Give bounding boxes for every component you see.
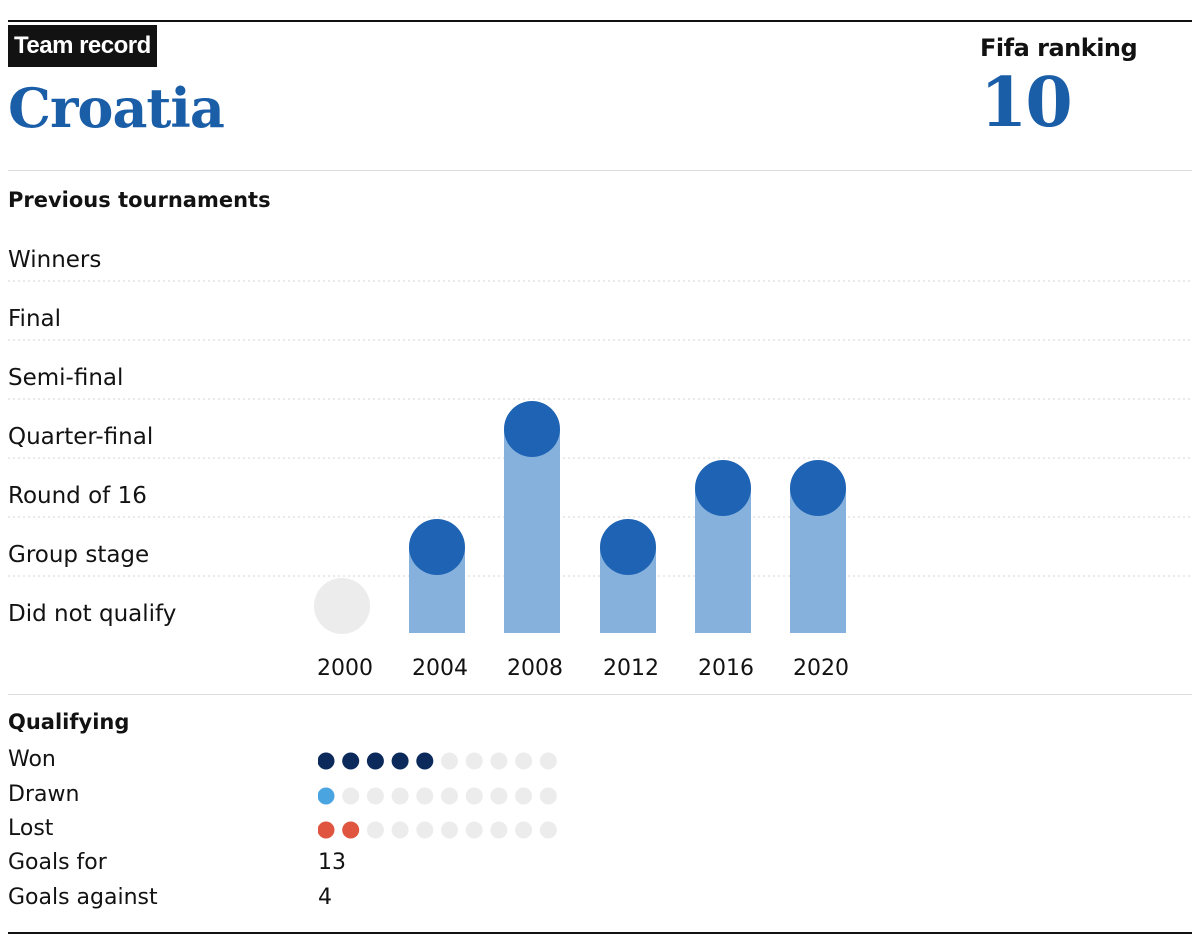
empty-dot	[366, 821, 384, 839]
qualifying-drawn-dots	[317, 787, 568, 805]
marker-2020	[790, 460, 846, 516]
section-badge: Team record	[8, 25, 157, 67]
fifa-ranking-value: 10	[980, 63, 1073, 143]
fifa-ranking-label: Fifa ranking	[980, 34, 1138, 62]
stage-label-quarter-final: Quarter-final	[8, 424, 154, 450]
empty-dot	[465, 787, 483, 805]
empty-dot	[539, 752, 557, 770]
x-tick-label-2000: 2000	[317, 656, 373, 681]
marker-2016	[695, 460, 751, 516]
x-tick-label-2004: 2004	[412, 656, 468, 681]
qualifying-lost-label: Lost	[8, 816, 54, 841]
goals-against-label: Goals against	[8, 885, 158, 910]
empty-dot	[465, 821, 483, 839]
filled-dot	[317, 787, 335, 805]
empty-dot	[490, 752, 508, 770]
empty-dot	[490, 821, 508, 839]
qualifying-drawn-label: Drawn	[8, 782, 80, 807]
filled-dot	[391, 752, 409, 770]
filled-dot	[317, 821, 335, 839]
x-tick-label-2020: 2020	[793, 656, 849, 681]
goals-against-value: 4	[318, 885, 332, 910]
dot-row-svg	[317, 821, 557, 839]
empty-dot	[539, 787, 557, 805]
x-tick-label-2008: 2008	[507, 656, 563, 681]
marker-2008	[504, 401, 560, 457]
goals-for-value: 13	[318, 850, 346, 875]
stage-label-semi-final: Semi-final	[8, 365, 124, 391]
empty-dot	[539, 821, 557, 839]
empty-dot	[391, 821, 409, 839]
marker-2012	[600, 519, 656, 575]
empty-dot	[441, 821, 458, 839]
filled-dot	[366, 752, 384, 770]
marker-2004	[409, 519, 465, 575]
filled-dot	[342, 752, 360, 770]
stage-label-round-of-16: Round of 16	[8, 483, 147, 509]
qualifying-won-dots	[317, 752, 568, 770]
x-tick-label-2016: 2016	[698, 656, 754, 681]
tournaments-title: Previous tournaments	[8, 188, 271, 212]
chart-divider	[8, 694, 1192, 695]
empty-dot	[515, 821, 533, 839]
empty-dot	[342, 787, 360, 805]
marker-2000	[314, 578, 370, 634]
empty-dot	[441, 752, 458, 770]
qualifying-won-label: Won	[8, 747, 56, 772]
bottom-rule	[8, 932, 1192, 934]
empty-dot	[515, 752, 533, 770]
empty-dot	[465, 752, 483, 770]
x-tick-label-2012: 2012	[603, 656, 659, 681]
top-rule	[8, 20, 1192, 22]
empty-dot	[366, 787, 384, 805]
stage-label-final: Final	[8, 306, 62, 332]
filled-dot	[342, 821, 360, 839]
stage-label-group-stage: Group stage	[8, 542, 150, 568]
stage-label-winners: Winners	[8, 247, 102, 273]
bar-2008	[504, 429, 560, 633]
empty-dot	[416, 821, 434, 839]
tournament-chart: 2000 2004 2008 2012 2016 2020	[8, 280, 1192, 681]
filled-dot	[416, 752, 434, 770]
empty-dot	[515, 787, 533, 805]
empty-dot	[490, 787, 508, 805]
empty-dot	[391, 787, 409, 805]
stage-label-did-not-qualify: Did not qualify	[8, 601, 177, 627]
empty-dot	[441, 787, 458, 805]
team-name: Croatia	[8, 76, 225, 140]
empty-dot	[416, 787, 434, 805]
header-divider	[8, 170, 1192, 171]
goals-for-label: Goals for	[8, 850, 107, 875]
dot-row-svg	[317, 752, 557, 770]
filled-dot	[317, 752, 335, 770]
qualifying-lost-dots	[317, 821, 568, 839]
qualifying-title: Qualifying	[8, 710, 130, 734]
dot-row-svg	[317, 787, 557, 805]
